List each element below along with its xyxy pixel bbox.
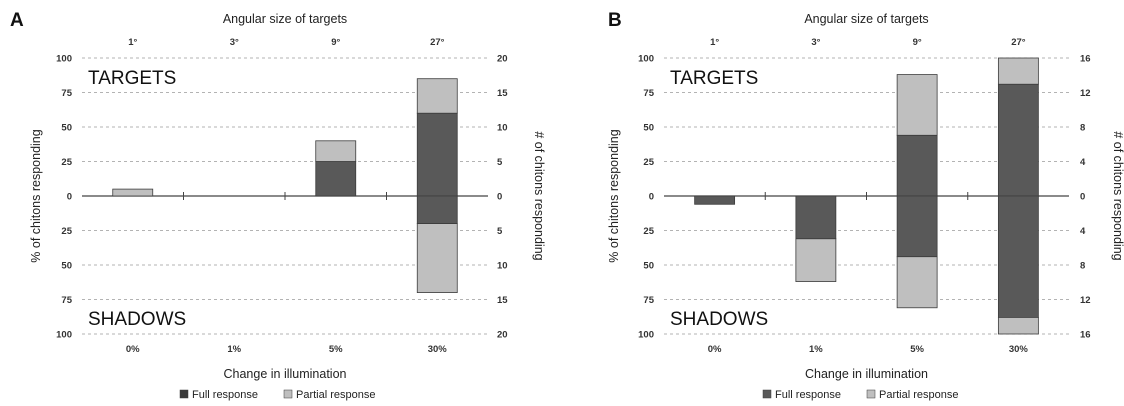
left-tick-label: 50 [61, 261, 72, 272]
top-tick-label: 27° [1011, 37, 1026, 48]
right-tick-label: 12 [1080, 88, 1091, 99]
left-axis-title: % of chitons responding [29, 129, 43, 262]
bar-targets-partial [112, 188, 154, 197]
top-axis-title: Angular size of targets [223, 12, 347, 26]
bar-shadows-full [416, 195, 458, 225]
right-tick-label: 8 [1080, 261, 1085, 272]
right-tick-label: 20 [497, 330, 508, 341]
left-tick-label: 75 [643, 88, 654, 99]
top-axis-title: Angular size of targets [804, 12, 928, 26]
bar-targets-partial [416, 78, 458, 114]
right-tick-label: 20 [497, 54, 508, 65]
legend-swatch-partial [283, 389, 293, 399]
left-tick-label: 75 [643, 295, 654, 306]
right-tick-label: 15 [497, 295, 508, 306]
bar-shadows-full [694, 195, 736, 205]
bar-targets-full [315, 161, 357, 197]
right-tick-label: 15 [497, 88, 508, 99]
bottom-tick-label: 0% [126, 344, 140, 355]
legend-swatch-full [762, 389, 772, 399]
bottom-tick-label: 1% [809, 344, 823, 355]
bottom-axis-title: Change in illumination [805, 367, 928, 381]
bar-targets-full [416, 112, 458, 197]
bar-shadows-partial [416, 223, 458, 294]
left-tick-label: 50 [61, 123, 72, 134]
top-tick-label: 9° [331, 37, 340, 48]
right-axis-title: # of chitons responding [1111, 131, 1124, 260]
right-tick-label: 0 [497, 192, 502, 203]
bar-targets-partial [315, 140, 357, 162]
bottom-tick-label: 30% [428, 344, 448, 355]
bottom-axis-title: Change in illumination [224, 367, 347, 381]
bar-shadows-full [896, 195, 938, 258]
bar-shadows-partial [997, 317, 1039, 335]
right-axis-title: # of chitons responding [532, 131, 546, 260]
left-tick-label: 0 [67, 192, 72, 203]
right-tick-label: 4 [1080, 226, 1086, 237]
bar-shadows-full [795, 195, 837, 240]
bar-shadows-full [997, 195, 1039, 318]
right-tick-label: 5 [497, 157, 503, 168]
shadows-region-label: SHADOWS [670, 309, 768, 330]
left-tick-label: 50 [643, 123, 654, 134]
left-tick-label: 100 [638, 330, 654, 341]
left-tick-label: 50 [643, 261, 654, 272]
right-tick-label: 16 [1080, 330, 1091, 341]
right-tick-label: 8 [1080, 123, 1085, 134]
left-tick-label: 100 [638, 54, 654, 65]
right-tick-label: 5 [497, 226, 503, 237]
left-tick-label: 25 [61, 157, 72, 168]
bottom-tick-label: 5% [910, 344, 924, 355]
top-tick-label: 1° [710, 37, 719, 48]
left-tick-label: 100 [56, 330, 72, 341]
bottom-tick-label: 1% [227, 344, 241, 355]
bottom-tick-label: 0% [708, 344, 722, 355]
left-tick-label: 100 [56, 54, 72, 65]
targets-region-label: TARGETS [670, 68, 758, 89]
left-tick-label: 25 [643, 226, 654, 237]
left-axis-title: % of chitons responding [607, 129, 621, 262]
left-tick-label: 0 [649, 192, 654, 203]
legend-label-partial: Partial response [296, 389, 376, 401]
legend-label-full: Full response [775, 389, 841, 401]
legend-swatch-full [179, 389, 189, 399]
top-tick-label: 1° [128, 37, 137, 48]
panel-letter: B [608, 10, 622, 31]
panel-letter: A [10, 10, 24, 31]
left-tick-label: 25 [643, 157, 654, 168]
right-tick-label: 10 [497, 261, 508, 272]
right-tick-label: 4 [1080, 157, 1086, 168]
top-tick-label: 9° [913, 37, 922, 48]
legend-swatch-partial [866, 389, 876, 399]
top-tick-label: 27° [430, 37, 445, 48]
right-tick-label: 12 [1080, 295, 1091, 306]
bar-targets-partial [997, 57, 1039, 85]
bar-shadows-partial [795, 238, 837, 282]
bar-shadows-partial [896, 256, 938, 309]
top-tick-label: 3° [811, 37, 820, 48]
bottom-tick-label: 30% [1009, 344, 1029, 355]
left-tick-label: 75 [61, 88, 72, 99]
top-tick-label: 3° [230, 37, 239, 48]
right-tick-label: 16 [1080, 54, 1091, 65]
right-tick-label: 10 [497, 123, 508, 134]
shadows-region-label: SHADOWS [88, 309, 186, 330]
panel-b: B Angular size of targets 1° 3° 9° 27° 100 75 50… [607, 10, 1124, 401]
right-tick-label: 0 [1080, 192, 1085, 203]
bottom-tick-label: 5% [329, 344, 343, 355]
bar-targets-full [997, 83, 1039, 197]
bar-targets-partial [896, 74, 938, 136]
bar-targets-full [896, 134, 938, 197]
left-tick-label: 25 [61, 226, 72, 237]
targets-region-label: TARGETS [88, 68, 176, 89]
legend-label-partial: Partial response [879, 389, 959, 401]
legend-label-full: Full response [192, 389, 258, 401]
left-tick-label: 75 [61, 295, 72, 306]
